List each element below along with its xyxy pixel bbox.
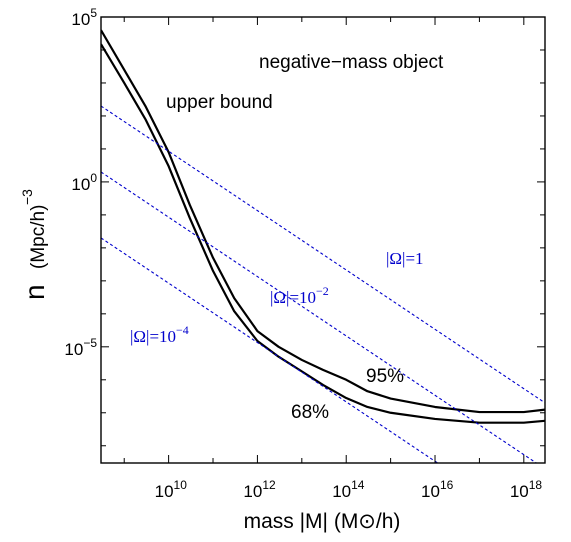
tick-label: 1012 bbox=[243, 478, 276, 501]
tick-label: 1016 bbox=[421, 478, 454, 501]
tick-label: 105 bbox=[71, 6, 97, 29]
omega-labels: |Ω|=1 |Ω|=10−2 |Ω|=10−4 bbox=[130, 249, 424, 346]
plot-frame bbox=[100, 16, 546, 464]
tick-label: 1010 bbox=[155, 478, 188, 501]
plot-area bbox=[101, 29, 545, 463]
omega-line-3 bbox=[101, 171, 538, 463]
omega-line-4 bbox=[101, 237, 439, 463]
omega-label: |Ω|=10−2 bbox=[270, 284, 329, 307]
y-axis-title: n (Mpc/h) −3 bbox=[19, 189, 50, 300]
tick-label: 100 bbox=[71, 171, 97, 194]
x-axis-title: mass |M| (M⊙/h) bbox=[244, 510, 401, 533]
omega-label: |Ω|=1 bbox=[386, 249, 424, 268]
axis-ticks bbox=[101, 16, 545, 463]
label-95: 95% bbox=[366, 366, 404, 387]
tick-labels: 1010 1012 1014 1016 1018 105 100 10−5 bbox=[64, 6, 542, 501]
omega-line-2 bbox=[101, 105, 545, 404]
tick-label: 1018 bbox=[510, 478, 543, 501]
y-axis-title-n: n bbox=[19, 284, 50, 300]
omega-label: |Ω|=10−4 bbox=[130, 323, 189, 346]
y-axis-title-units: (Mpc/h) bbox=[28, 205, 49, 269]
chart-title: negative−mass object bbox=[259, 52, 444, 73]
tick-label: 1014 bbox=[332, 478, 365, 501]
label-68: 68% bbox=[291, 402, 329, 423]
curve-95pct bbox=[101, 29, 545, 414]
y-axis-title-exp: −3 bbox=[19, 189, 35, 205]
tick-label: 10−5 bbox=[64, 336, 97, 359]
upper-bound-label: upper bound bbox=[166, 92, 273, 113]
